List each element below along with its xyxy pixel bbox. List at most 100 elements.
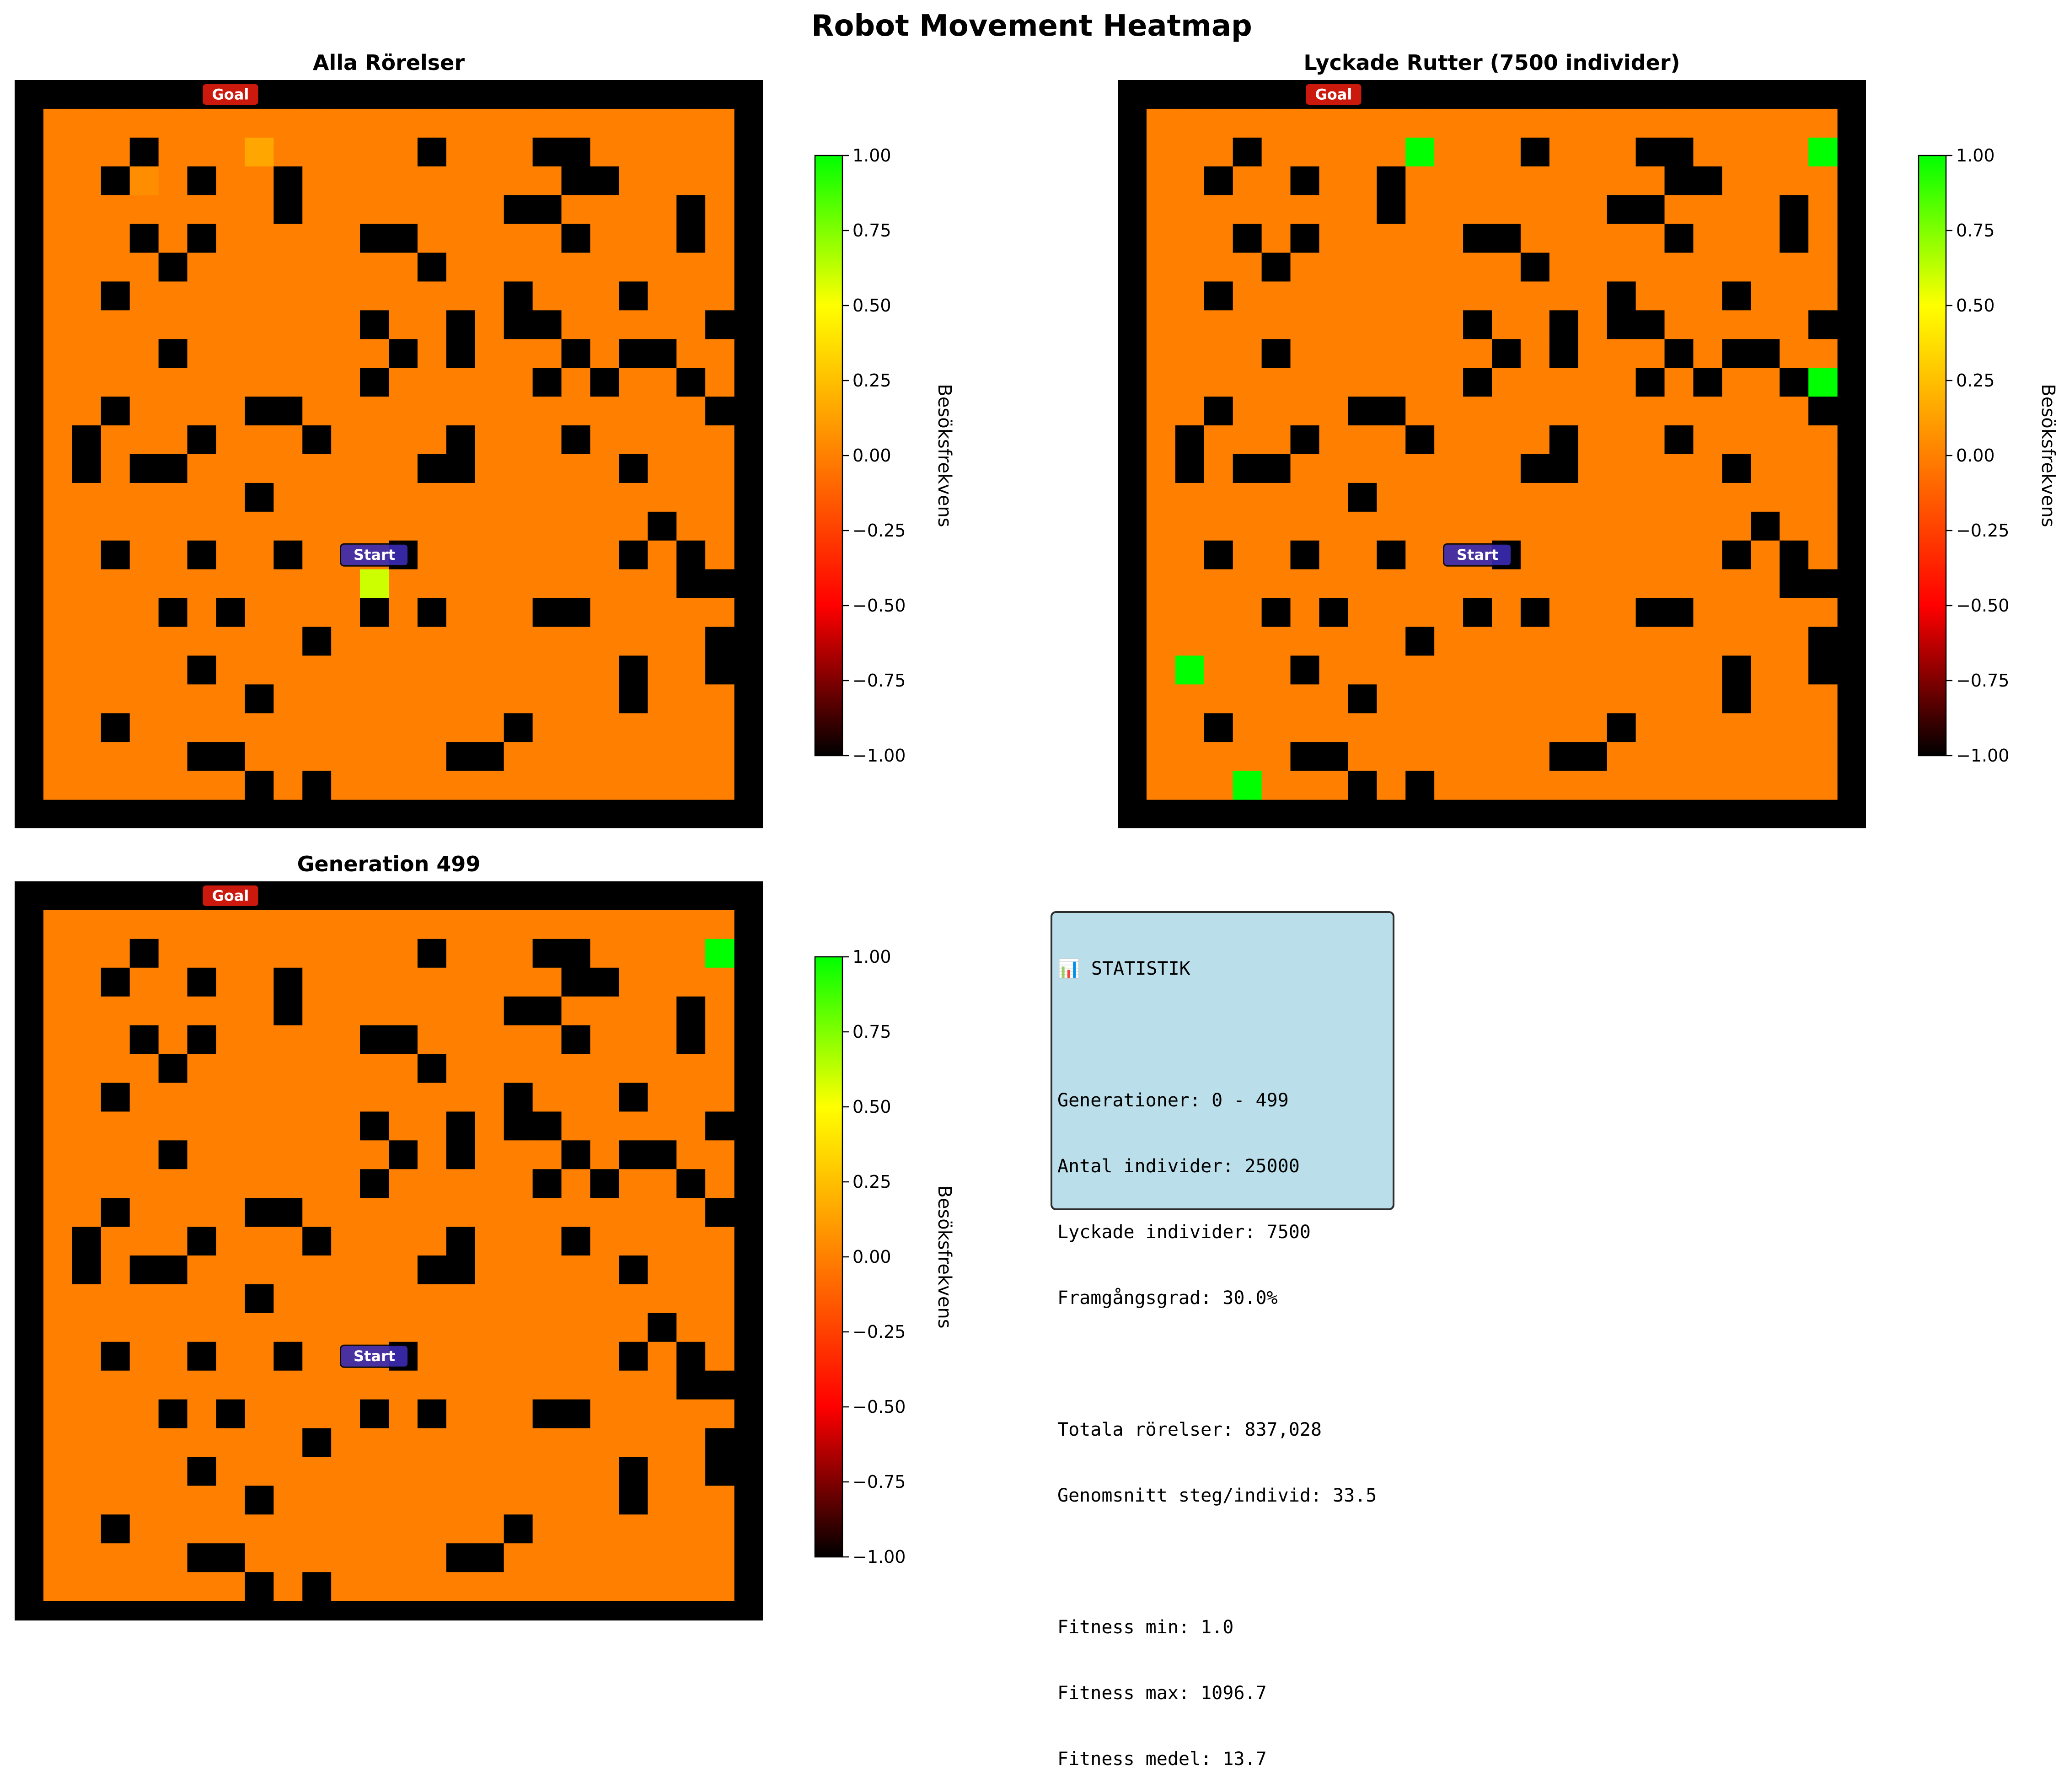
heatmap-cell [619,137,648,167]
heatmap-cell [245,1428,274,1458]
heatmap-cell [1492,166,1521,196]
heatmap-cell [158,166,188,196]
heatmap-cell [532,569,562,599]
wall-cell [504,1111,533,1141]
heatmap-cell [446,224,476,253]
wall-cell [619,1255,648,1285]
colorbar: 1.000.750.500.250.00−0.25−0.50−0.75−1.00… [814,145,955,766]
heatmap-cell [360,1370,389,1400]
heatmap-cell [1204,598,1233,628]
wall-cell [648,511,677,541]
heatmap-cell [245,1514,274,1544]
heatmap-cell [245,1054,274,1084]
heatmap-cell [245,939,274,968]
heatmap-cell [417,713,447,742]
heatmap-cell [302,108,332,138]
wall-cell [360,1111,389,1141]
heatmap-cell [360,483,389,512]
heatmap-cell [158,1572,188,1601]
heatmap-cell [475,310,504,339]
heatmap-cell [1377,627,1406,656]
heatmap-cell [1808,598,1838,628]
wall-cell [1607,713,1636,742]
heatmap-cell [532,511,562,541]
heatmap-cell [389,397,418,426]
heatmap-cell [475,1025,504,1055]
heatmap-cell [504,1399,533,1429]
heatmap-cell [389,511,418,541]
heatmap-cell [216,1025,245,1055]
heatmap-cell [360,397,389,426]
heatmap-cell [331,684,360,714]
heatmap-cell [475,1083,504,1112]
heatmap-cell [389,655,418,685]
heatmap-cell [1607,397,1636,426]
heatmap-cell [1348,454,1377,483]
heatmap-cell [216,310,245,339]
wall-cell [302,1428,332,1458]
heatmap-cell [1722,627,1751,656]
heatmap-cell [475,1169,504,1198]
heatmap-cell [1261,483,1291,512]
heatmap-cell [302,540,332,570]
wall-cell [129,454,159,483]
heatmap-cell [245,967,274,997]
heatmap-cell [1520,281,1550,311]
wall-cell [1664,598,1694,628]
heatmap-cell [1290,195,1320,225]
heatmap-cell [1261,310,1291,339]
wall-cell [1549,454,1579,483]
heatmap-cell [389,483,418,512]
heatmap-cell [705,1284,734,1314]
heatmap-cell [187,1083,217,1112]
wall-cell [187,425,217,455]
heatmap-cell [187,771,217,800]
heatmap-cell [417,967,447,997]
heatmap-cell [43,540,73,570]
heatmap-cell [129,310,159,339]
wall-cell [676,1370,706,1400]
heatmap-cell [1780,454,1809,483]
heatmap-cell [1233,742,1262,771]
heatmap-cell [1434,339,1464,368]
heatmap-cell [389,627,418,656]
heatmap-cell [273,598,303,628]
heatmap-cell [1319,540,1348,570]
heatmap-cell [417,1227,447,1256]
heatmap-cell [101,1054,130,1084]
heatmap-cell [1319,281,1348,311]
colorbar-tick-label: −0.50 [852,596,906,616]
heatmap-cell [417,1284,447,1314]
heatmap-cell [1233,108,1262,138]
heatmap-cell [1319,397,1348,426]
heatmap-cell [331,368,360,397]
heatmap-cell [504,454,533,483]
heatmap-cell [245,454,274,483]
heatmap-panel-2: Lyckade Rutter (7500 individer)GoalStart… [1118,50,2059,828]
heatmap-cell [619,967,648,997]
heatmap-cell [417,281,447,311]
heatmap-cell [1377,771,1406,800]
heatmap-cell [1405,339,1435,368]
heatmap-cell [302,1255,332,1285]
heatmap-cell [158,1169,188,1198]
heatmap-cell [1463,195,1492,225]
heatmap-cell [1664,195,1694,225]
colorbar-label: Besöksfrekvens [934,1185,955,1328]
heatmap-cell [648,108,677,138]
wall-cell [101,1198,130,1227]
heatmap-cell [1175,108,1205,138]
goal-marker: Goal [201,82,260,106]
heatmap-cell [302,1543,332,1572]
heatmap-cell [1808,713,1838,742]
heatmap-cell [619,511,648,541]
heatmap-cell [705,598,734,628]
heatmap-cell [302,454,332,483]
stats-success-rate: Framgångsgrad: 30.0% [1057,1288,1278,1309]
heatmap-cell [302,1025,332,1055]
heatmap-cell [532,252,562,282]
heatmap-cell [1434,281,1464,311]
heatmap-cell [561,1457,591,1486]
wall-cell [101,1341,130,1371]
heatmap-cell [245,742,274,771]
